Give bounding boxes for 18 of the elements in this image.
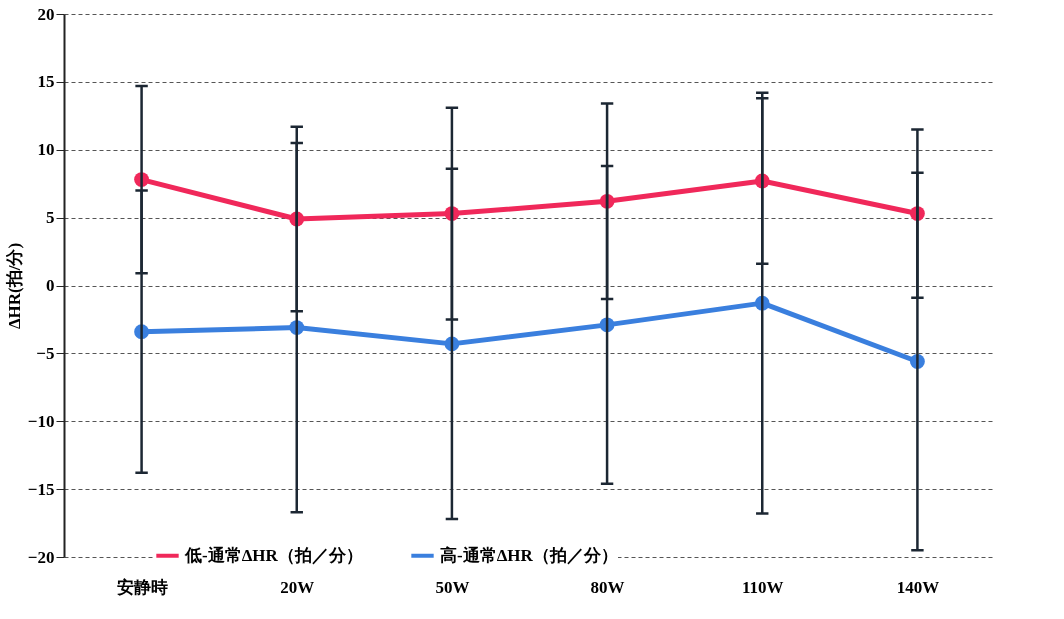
x-tick-label: 110W (741, 577, 784, 597)
legend-label: 低-通常ΔHR（拍／分） (184, 545, 363, 565)
y-tick-label: 5 (46, 208, 55, 228)
x-tick-label: 80W (590, 577, 625, 597)
y-axis-title: ΔHR(拍/分) (4, 242, 24, 330)
y-tick-label: −20 (27, 547, 55, 567)
y-tick-label: −10 (27, 411, 55, 431)
x-tick-label: 50W (435, 577, 470, 597)
y-tick-label: 0 (46, 276, 55, 295)
y-tick-label: −5 (36, 343, 55, 363)
x-tick-label: 安静時 (116, 577, 168, 597)
y-tick-label: 10 (37, 140, 55, 160)
y-tick-label: 15 (37, 72, 55, 92)
x-tick-label: 20W (280, 577, 315, 597)
x-tick-label: 140W (896, 577, 940, 597)
y-tick-label: 20 (37, 4, 55, 24)
y-tick-label: −15 (27, 479, 55, 499)
legend-label: 高-通常ΔHR（拍／分） (440, 545, 618, 565)
